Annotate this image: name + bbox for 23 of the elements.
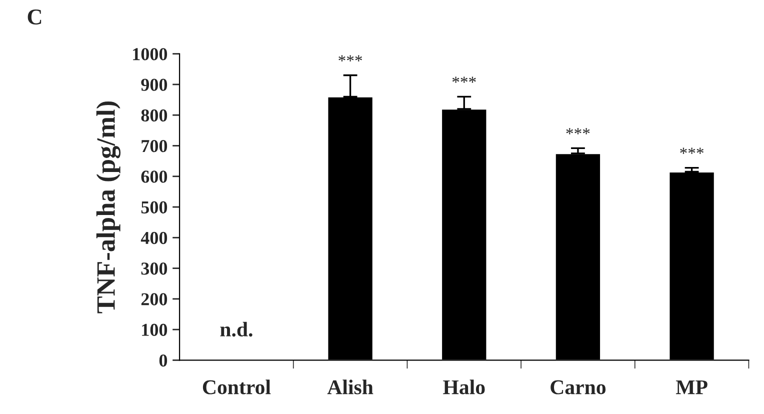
y-tick-label: 0 (159, 354, 168, 367)
y-tick-label: 900 (141, 78, 168, 91)
y-tick-label: 200 (141, 293, 168, 306)
x-tick-label: MP (676, 380, 708, 394)
x-tick-label: Halo (443, 380, 485, 394)
x-tick-label: Control (202, 380, 271, 394)
x-tick-label: Carno (550, 380, 606, 394)
y-tick-label: 600 (141, 170, 168, 183)
annotation: *** (566, 128, 590, 134)
y-axis-title: TNF-alpha (pg/ml) (96, 101, 121, 314)
y-tick-label: 300 (141, 262, 168, 275)
annotation: *** (680, 148, 704, 154)
annotation: n.d. (220, 322, 252, 337)
y-tick-label: 400 (140, 232, 168, 244)
y-tick-label: 100 (142, 324, 168, 336)
y-tick-label: 800 (141, 109, 168, 122)
annotation: *** (452, 76, 476, 83)
x-tick-label: Alish (327, 380, 374, 394)
y-tick-label: 1000 (133, 48, 168, 60)
y-tick-label: 500 (141, 201, 168, 214)
y-tick-label: 700 (142, 140, 168, 152)
annotation: *** (338, 55, 362, 62)
chart-title: C (28, 10, 42, 24)
